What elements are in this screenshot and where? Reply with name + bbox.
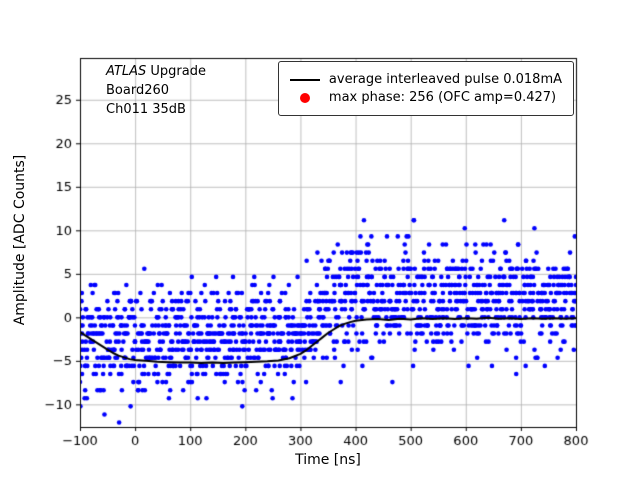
annotation-line-1: ATLAS Upgrade — [106, 62, 206, 81]
legend-entry-max-phase-label: max phase: 256 (OFC amp=0.427) — [328, 90, 557, 105]
annotation-line-3: Ch011 35dB — [106, 102, 186, 117]
annotation-upgrade: Upgrade — [146, 64, 206, 79]
y-axis-label: Amplitude [ADC Counts] — [12, 154, 28, 326]
legend: average interleaved pulse 0.018mA max ph… — [277, 61, 574, 116]
annotation-atlas: ATLAS — [106, 64, 147, 79]
legend-entry-max-phase: max phase: 256 (OFC amp=0.427) — [290, 90, 562, 105]
annotation-line-2: Board260 — [106, 83, 170, 98]
plot-annotation: ATLAS Upgrade Board260 Ch011 35dB — [106, 62, 206, 119]
x-axis-label: Time [ns] — [295, 452, 361, 468]
legend-entry-average-pulse: average interleaved pulse 0.018mA — [289, 72, 562, 87]
legend-entry-average-pulse-label: average interleaved pulse 0.018mA — [328, 72, 562, 87]
legend-dot-icon — [290, 92, 320, 103]
legend-line-icon — [289, 78, 320, 81]
